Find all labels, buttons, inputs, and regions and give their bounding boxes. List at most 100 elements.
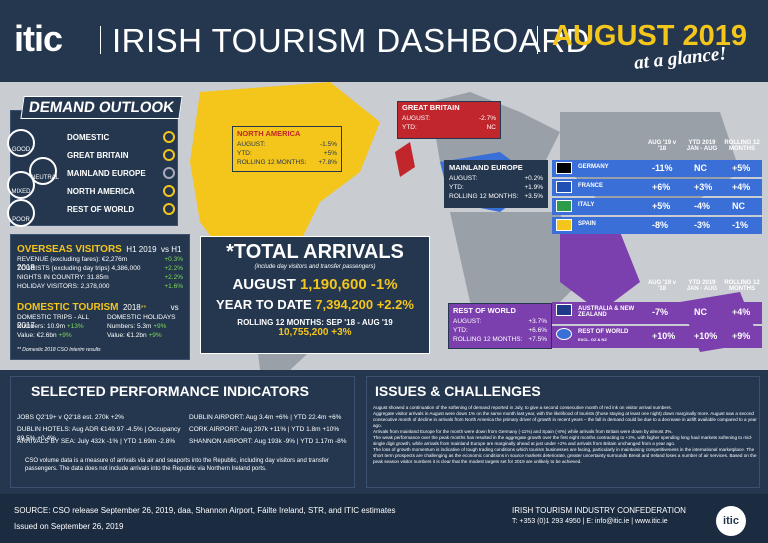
demand-outlook-panel: GOOD NEUTRAL MIXED POOR DOMESTIC GREAT B…	[7, 110, 178, 227]
issued-text: Issued on September 26, 2019	[14, 522, 124, 531]
trips-num: Numbers: 10.9m	[17, 323, 66, 330]
good-badge: GOOD	[7, 129, 35, 157]
perf-item: DUBLIN AIRPORT: Aug 3.4m +6% | YTD 22.4m…	[189, 414, 342, 421]
me-name: MAINLAND EUROPE	[449, 163, 523, 172]
great-britain-bubble: GREAT BRITAIN AUGUST: -2.7% YTD: NC	[397, 101, 501, 139]
hol-valpct: +9%	[148, 332, 162, 339]
aug: -11%	[652, 163, 673, 173]
total-sub: (include day visitors and transfer passe…	[254, 264, 376, 270]
na-name: NORTH AMERICA	[237, 129, 301, 138]
ytd-pct: +2.2%	[376, 297, 414, 312]
domestic-star: **	[140, 305, 147, 312]
ytd: +10%	[694, 331, 718, 341]
r12: +4%	[732, 307, 751, 317]
aug: -8%	[652, 220, 669, 230]
na-ytd: +5%	[323, 150, 337, 157]
th-r12: ROLLING 12 MONTHS	[724, 140, 760, 152]
sun-icon	[163, 149, 175, 161]
aug-val: 1,190,600	[299, 276, 367, 293]
th-aug: AUG '19 v '18	[647, 140, 677, 152]
r12: +4%	[732, 182, 751, 192]
r12-val: 10,755,200	[278, 327, 329, 338]
trips-val: Value: €2.6bn	[17, 332, 57, 339]
trips-valpct: +9%	[58, 332, 72, 339]
gb-name: GREAT BRITAIN	[402, 103, 460, 112]
issues-list: August showed a continuation of the soft…	[373, 405, 757, 465]
label: AUGUST:	[453, 318, 482, 325]
country: SPAIN	[578, 221, 596, 227]
page-title: IRISH TOURISM DASHBOARD	[112, 22, 590, 59]
header	[0, 0, 768, 82]
mainland-europe-bubble: MAINLAND EUROPE AUGUST: +0.2% YTD: +1.9% R…	[444, 160, 548, 208]
issue-item: August showed a continuation of the soft…	[373, 405, 672, 410]
ytd-label: YEAR TO DATE	[216, 297, 312, 312]
na-aug: -1.5%	[320, 141, 337, 148]
trips-pct: +13%	[66, 323, 84, 330]
aug-label: AUGUST	[232, 276, 296, 293]
perf-item: JOBS Q2'19+ v Q2'18 est. 270k +2%	[17, 414, 124, 421]
ov-row-label: HOLIDAY VISITORS: 2,378,000	[17, 283, 110, 290]
issues-title: ISSUES & CHALLENGES	[375, 383, 541, 399]
label: AUGUST:	[402, 115, 431, 122]
trips-label: DOMESTIC TRIPS - ALL	[17, 314, 90, 321]
month-title: AUGUST 2019	[552, 20, 748, 52]
domestic-title: DOMESTIC TOURISM	[17, 302, 119, 313]
label: YTD:	[453, 327, 468, 334]
total-arrivals-panel: *TOTAL ARRIVALS (include day visitors an…	[200, 236, 430, 354]
ov-row-val: +2.2%	[164, 265, 183, 272]
hol-label: DOMESTIC HOLIDAYS	[107, 314, 176, 321]
ytd: NC	[694, 163, 707, 173]
hol-val: Value: €1.2bn	[107, 332, 147, 339]
overseas-vs: vs H1 2018	[17, 245, 182, 272]
table-row: FRANCE +6% +3% +4%	[552, 179, 762, 196]
label: AUGUST:	[449, 175, 478, 182]
label: YTD:	[402, 124, 417, 131]
ytd-val: 7,394,200	[315, 297, 374, 312]
ytd: -3%	[694, 220, 711, 230]
overseas-list: REVENUE (excluding fares): €2,276m +0.3% …	[17, 255, 183, 291]
issue-item: The weak performance over the peak month…	[373, 435, 753, 446]
th-ytd: YTD 2019 JAN - AUG	[686, 140, 718, 152]
rw-aug: +3.7%	[528, 318, 547, 325]
italy-flag-icon	[556, 200, 572, 212]
th-r12: ROLLING 12 MONTHS	[724, 280, 760, 292]
ov-row-val: +0.3%	[164, 256, 183, 263]
ov-row-label: REVENUE (excluding fares): €2,276m	[17, 256, 128, 263]
itic-logo: itic	[14, 18, 63, 59]
hol-pct: +9%	[153, 323, 167, 330]
europe-table: AUG '19 v '18 YTD 2019 JAN - AUG ROLLING…	[552, 140, 762, 236]
r12-label: ROLLING 12 MONTHS: SEP '18 - AUG '19	[237, 318, 393, 327]
aug-pct: -1%	[370, 276, 398, 293]
rw-ytd: +6.6%	[528, 327, 547, 334]
source-text: SOURCE: CSO release September 26, 2019, …	[14, 506, 396, 515]
table-row: AUSTRALIA & NEW ZEALAND -7% NC +4%	[552, 302, 762, 324]
perf-title: SELECTED PERFORMANCE INDICATORS	[31, 383, 309, 399]
label: ROLLING 12 MONTHS:	[449, 193, 519, 200]
country: GERMANY	[578, 164, 609, 170]
rw-name: REST OF WORLD	[453, 306, 516, 315]
me-aug: +0.2%	[524, 175, 543, 182]
issues-panel: ISSUES & CHALLENGES August showed a cont…	[366, 376, 760, 488]
spain-flag-icon	[556, 219, 572, 231]
market-gb: GREAT BRITAIN	[67, 151, 129, 160]
domestic-period: 2018	[122, 303, 141, 312]
table-row: ITALY +5% -4% NC	[552, 198, 762, 215]
table-row: GERMANY -11% NC +5%	[552, 160, 762, 177]
region-sub: EXCL. OZ & NZ	[578, 337, 607, 342]
germany-flag-icon	[556, 162, 572, 174]
market-domestic: DOMESTIC	[67, 133, 110, 142]
domestic-vs: vs 2017	[17, 303, 179, 330]
cloud-icon	[163, 167, 175, 179]
perf-item: SHANNON AIRPORT: Aug 193k -9% | YTD 1.17…	[189, 438, 347, 445]
r12: NC	[732, 201, 745, 211]
overseas-visitors-panel: OVERSEAS VISITORS H1 2019 vs H1 2018 REV…	[10, 234, 190, 360]
overseas-title: OVERSEAS VISITORS	[17, 244, 122, 255]
asia-south-shape	[560, 222, 640, 312]
table-row: SPAIN -8% -3% -1%	[552, 217, 762, 234]
na-r12: +7.8%	[318, 159, 337, 166]
region: AUSTRALIA & NEW ZEALAND	[578, 306, 635, 318]
demand-outlook-title: DEMAND OUTLOOK	[20, 96, 183, 119]
gb-ytd: NC	[486, 124, 496, 131]
sun-icon	[163, 185, 175, 197]
ytd: +3%	[694, 182, 713, 192]
